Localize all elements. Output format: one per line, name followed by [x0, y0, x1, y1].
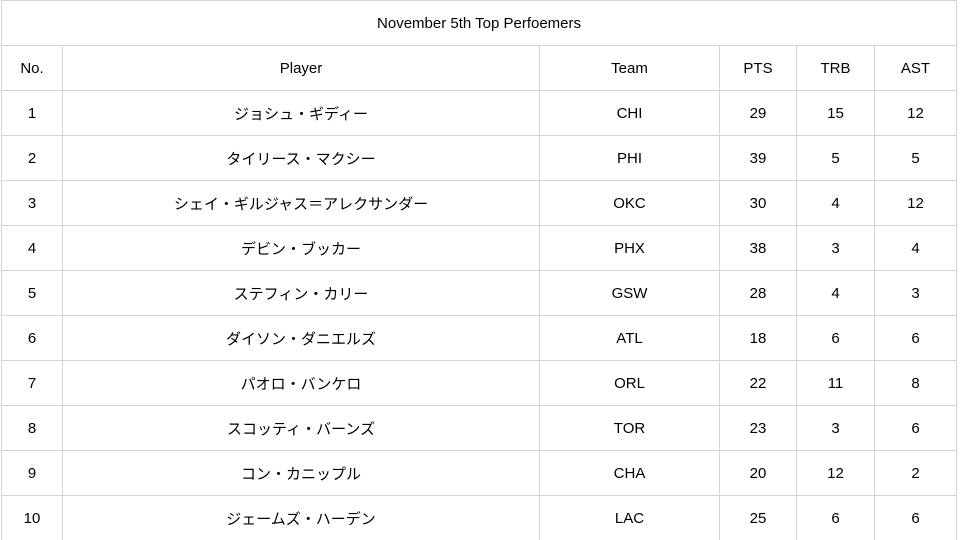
- cell-team: GSW: [539, 270, 720, 316]
- header-player: Player: [62, 45, 540, 91]
- cell-team: PHX: [539, 225, 720, 271]
- cell-player: スコッティ・バーンズ: [62, 405, 540, 451]
- cell-pts: 20: [719, 450, 797, 496]
- cell-player: デビン・ブッカー: [62, 225, 540, 271]
- header-no: No.: [1, 45, 63, 91]
- cell-team: LAC: [539, 495, 720, 540]
- header-ast: AST: [873, 45, 958, 91]
- table-row: 3 シェイ・ギルジャス＝アレクサンダー OKC 30 4 12: [1, 180, 958, 226]
- cell-trb: 6: [796, 495, 875, 540]
- table-title: November 5th Top Perfoemers: [0, 0, 958, 46]
- cell-player: シェイ・ギルジャス＝アレクサンダー: [62, 180, 540, 226]
- cell-player: コン・カニップル: [62, 450, 540, 496]
- header-trb: TRB: [796, 45, 875, 91]
- header-pts: PTS: [719, 45, 797, 91]
- cell-trb: 4: [796, 270, 875, 316]
- cell-trb: 5: [796, 135, 875, 181]
- table-row: 2 タイリース・マクシー PHI 39 5 5: [1, 135, 958, 181]
- cell-player: ダイソン・ダニエルズ: [62, 315, 540, 361]
- cell-no: 2: [1, 135, 63, 181]
- cell-pts: 39: [719, 135, 797, 181]
- table-row: 8 スコッティ・バーンズ TOR 23 3 6: [1, 405, 958, 451]
- cell-no: 4: [1, 225, 63, 271]
- table-row: 9 コン・カニップル CHA 20 12 2: [1, 450, 958, 496]
- cell-ast: 6: [873, 315, 958, 361]
- cell-no: 5: [1, 270, 63, 316]
- cell-team: ATL: [539, 315, 720, 361]
- table-row: 7 パオロ・バンケロ ORL 22 11 8: [1, 360, 958, 406]
- cell-no: 6: [1, 315, 63, 361]
- cell-trb: 12: [796, 450, 875, 496]
- cell-trb: 4: [796, 180, 875, 226]
- cell-trb: 3: [796, 225, 875, 271]
- cell-ast: 12: [873, 90, 958, 136]
- cell-ast: 6: [873, 495, 958, 540]
- cell-player: ステフィン・カリー: [62, 270, 540, 316]
- header-row: No. Player Team PTS TRB AST: [1, 45, 958, 91]
- table-row: 10 ジェームズ・ハーデン LAC 25 6 6: [1, 495, 958, 540]
- cell-player: パオロ・バンケロ: [62, 360, 540, 406]
- cell-trb: 6: [796, 315, 875, 361]
- cell-player: タイリース・マクシー: [62, 135, 540, 181]
- cell-team: OKC: [539, 180, 720, 226]
- cell-pts: 30: [719, 180, 797, 226]
- cell-pts: 22: [719, 360, 797, 406]
- cell-team: CHA: [539, 450, 720, 496]
- cell-trb: 15: [796, 90, 875, 136]
- cell-trb: 3: [796, 405, 875, 451]
- cell-team: CHI: [539, 90, 720, 136]
- cell-no: 1: [1, 90, 63, 136]
- cell-player: ジョシュ・ギディー: [62, 90, 540, 136]
- cell-ast: 3: [873, 270, 958, 316]
- cell-team: PHI: [539, 135, 720, 181]
- cell-no: 10: [1, 495, 63, 540]
- cell-ast: 2: [873, 450, 958, 496]
- header-team: Team: [539, 45, 720, 91]
- cell-pts: 23: [719, 405, 797, 451]
- cell-ast: 12: [873, 180, 958, 226]
- title-row: November 5th Top Perfoemers: [0, 0, 958, 46]
- cell-ast: 6: [873, 405, 958, 451]
- cell-no: 7: [1, 360, 63, 406]
- cell-no: 9: [1, 450, 63, 496]
- cell-trb: 11: [796, 360, 875, 406]
- cell-pts: 38: [719, 225, 797, 271]
- cell-pts: 28: [719, 270, 797, 316]
- table-row: 6 ダイソン・ダニエルズ ATL 18 6 6: [1, 315, 958, 361]
- table-row: 1 ジョシュ・ギディー CHI 29 15 12: [1, 90, 958, 136]
- cell-team: TOR: [539, 405, 720, 451]
- cell-player: ジェームズ・ハーデン: [62, 495, 540, 540]
- table-row: 4 デビン・ブッカー PHX 38 3 4: [1, 225, 958, 271]
- cell-no: 8: [1, 405, 63, 451]
- cell-no: 3: [1, 180, 63, 226]
- cell-pts: 29: [719, 90, 797, 136]
- cell-team: ORL: [539, 360, 720, 406]
- cell-ast: 8: [873, 360, 958, 406]
- table-row: 5 ステフィン・カリー GSW 28 4 3: [1, 270, 958, 316]
- cell-pts: 18: [719, 315, 797, 361]
- cell-ast: 5: [873, 135, 958, 181]
- cell-ast: 4: [873, 225, 958, 271]
- cell-pts: 25: [719, 495, 797, 540]
